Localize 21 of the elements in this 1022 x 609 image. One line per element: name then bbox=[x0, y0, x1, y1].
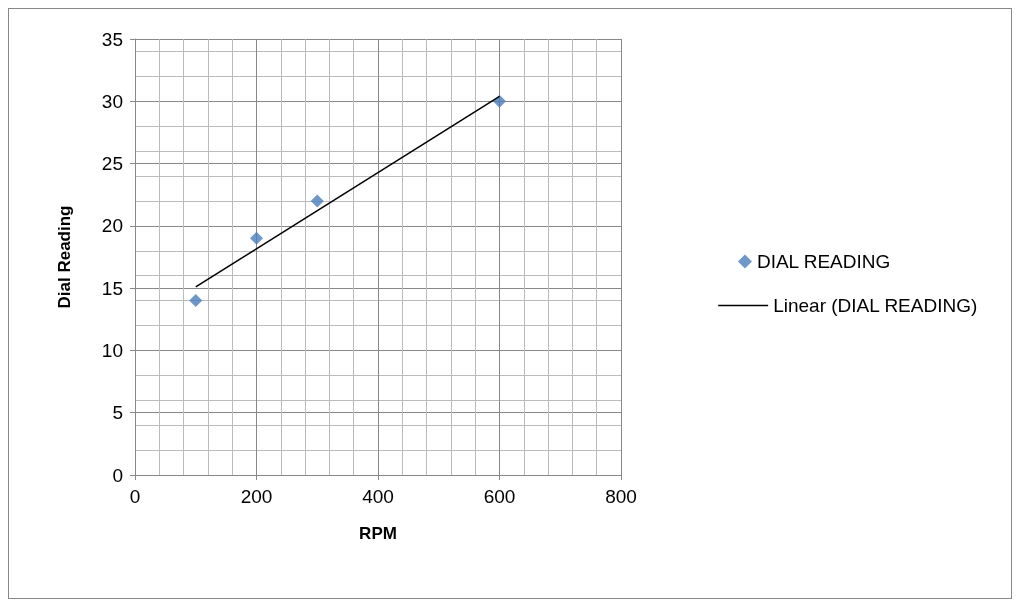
y-tick-label: 5 bbox=[112, 402, 123, 424]
y-tick-label: 15 bbox=[101, 277, 123, 299]
point bbox=[310, 194, 324, 208]
point bbox=[250, 231, 263, 245]
y-tick-label: 10 bbox=[101, 339, 123, 361]
point bbox=[189, 294, 203, 308]
legend-label: Linear (DIAL READING) bbox=[773, 295, 978, 316]
point bbox=[493, 94, 506, 108]
x-tick-label: 200 bbox=[240, 486, 273, 507]
y-axis-title: Dial Reading bbox=[55, 205, 74, 309]
x-axis-title: RPM bbox=[359, 524, 397, 543]
x-tick-label: 600 bbox=[483, 486, 516, 507]
x-tick-label: 400 bbox=[362, 486, 394, 507]
y-tick-label: 25 bbox=[101, 153, 123, 175]
y-tick-label: 0 bbox=[112, 464, 123, 486]
legend-label: DIAL READING bbox=[756, 251, 891, 272]
y-tick-label: 35 bbox=[101, 28, 123, 50]
x-tick-label: 800 bbox=[605, 486, 637, 507]
y-tick-label: 30 bbox=[101, 90, 123, 112]
x-tick-label: 0 bbox=[129, 486, 141, 507]
y-tick-label: 20 bbox=[101, 215, 123, 237]
